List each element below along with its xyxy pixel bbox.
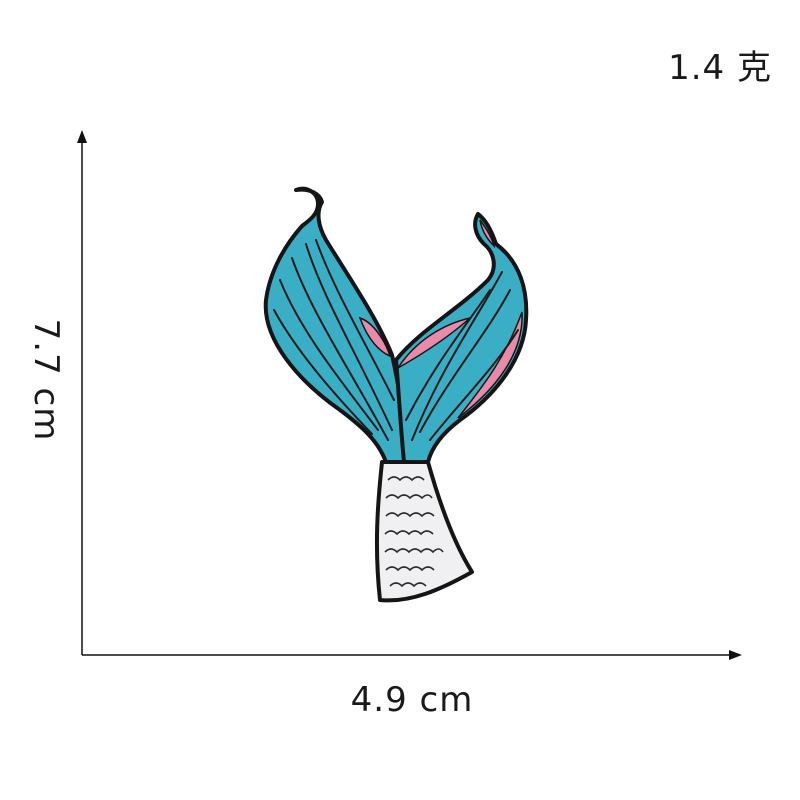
fin-ribs — [273, 239, 519, 441]
right-fin — [394, 212, 529, 464]
vertical-axis-arrow — [77, 130, 87, 143]
left-fin-pink-accent — [358, 316, 392, 358]
tail-scales — [384, 476, 444, 588]
width-label: 4.9 cm — [350, 680, 474, 720]
horizontal-axis-arrow — [729, 650, 742, 660]
right-tip-pink-accent — [479, 219, 496, 249]
weight-label: 1.4 克 — [668, 48, 772, 88]
